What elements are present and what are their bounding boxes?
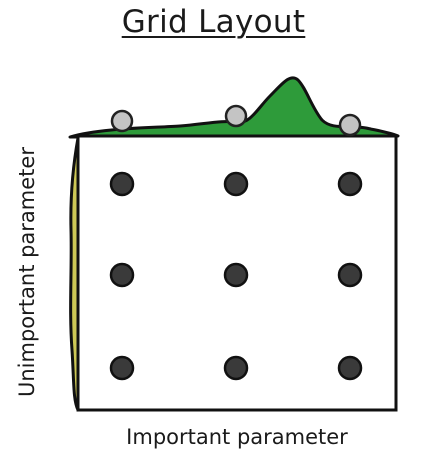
sample-point <box>109 355 135 381</box>
sample-point <box>223 355 249 381</box>
sample-point <box>223 262 249 288</box>
projected-sample <box>338 113 362 137</box>
top-distribution-curve <box>68 76 400 139</box>
projected-sample <box>224 104 248 128</box>
diagram-title: Grid Layout <box>121 4 306 40</box>
projected-sample <box>110 109 134 133</box>
y-axis-label: Unimportant parameter <box>15 147 39 397</box>
sample-point <box>223 171 249 197</box>
sample-point <box>337 171 363 197</box>
x-axis-label: Important parameter <box>126 425 348 449</box>
sample-point <box>109 171 135 197</box>
sample-point <box>337 262 363 288</box>
side-distribution-curve <box>69 136 80 412</box>
sample-point <box>337 355 363 381</box>
sample-point <box>109 262 135 288</box>
